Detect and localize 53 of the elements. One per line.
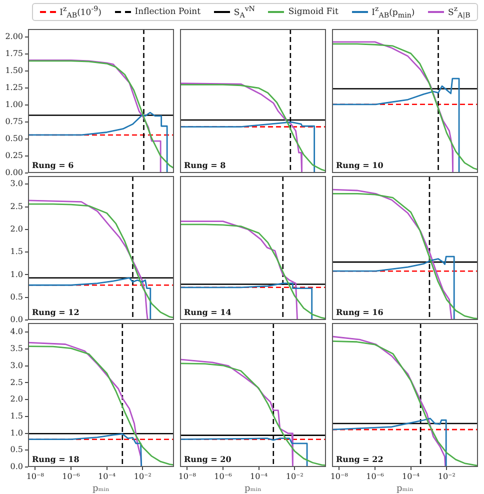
y-tick-label: 3.5 [10,344,23,354]
legend-label: Sigmoid Fit [288,7,338,17]
y-tick-label: 0.0 [10,315,23,324]
x-tick-label: 10⁻⁸ [330,472,348,481]
x-tick-label: 10⁻⁴ [98,472,116,481]
annotation: Rung = 20 [184,454,232,464]
legend-label: I$^{z}$$_{AB}$(p$_{min}$) [372,4,415,20]
legend-label: I$^{z}$$_{AB}$(10$^{-9}$) [60,4,102,20]
x-tick-label: 10⁻² [134,472,152,481]
y-tick-label: 2.0 [10,394,23,404]
y-tick-label: 0.75 [5,117,23,126]
y-tick-label: 0.00 [5,168,23,178]
annotation: Rung = 14 [184,307,232,318]
x-tick-label: 10⁻⁶ [366,472,384,481]
x-tick-label: 10⁻⁸ [178,472,196,481]
annotation: Rung = 18 [32,454,80,464]
x-tick-label: 10⁻⁶ [214,472,232,481]
x-axis-title: pₘᵢₙ [396,484,414,494]
y-tick-label: 0.5 [10,445,23,454]
x-axis-title: pₘᵢₙ [244,484,262,494]
annotation: Rung = 8 [184,160,226,170]
y-tick-label: 1.0 [10,270,23,279]
x-tick-label: 10⁻⁸ [26,472,44,481]
y-tick-label: 4.0 [10,327,23,336]
y-tick-label: 1.5 [10,411,23,420]
annotation: Rung = 10 [336,160,384,170]
y-tick-label: 3.0 [10,179,23,188]
x-tick-label: 10⁻⁴ [402,472,420,481]
y-tick-label: 0.0 [10,462,23,472]
y-tick-label: 2.0 [10,224,23,234]
x-tick-label: 10⁻⁶ [62,472,80,481]
y-tick-label: 2.00 [5,32,23,42]
y-tick-label: 2.5 [10,202,23,211]
y-tick-label: 2.5 [10,378,23,387]
y-tick-label: 1.25 [5,83,23,92]
y-tick-label: 1.50 [5,66,23,76]
x-axis-title: pₘᵢₙ [92,484,110,494]
y-tick-label: 3.0 [10,360,23,370]
legend-label: Inflection Point [134,7,201,17]
y-tick-label: 1.75 [5,49,23,58]
y-tick-label: 0.25 [5,151,23,160]
y-tick-label: 0.5 [10,292,23,302]
y-tick-label: 1.00 [5,100,23,110]
annotation: Rung = 22 [336,454,384,464]
x-tick-label: 10⁻² [286,472,304,481]
x-tick-label: 10⁻² [438,472,456,481]
y-tick-label: 0.50 [5,134,23,144]
annotation: Rung = 6 [32,160,74,170]
y-tick-label: 1.0 [10,428,23,438]
annotation: Rung = 12 [32,307,80,318]
y-tick-label: 1.5 [10,247,23,256]
x-tick-label: 10⁻⁴ [250,472,268,481]
annotation: Rung = 16 [336,307,384,318]
